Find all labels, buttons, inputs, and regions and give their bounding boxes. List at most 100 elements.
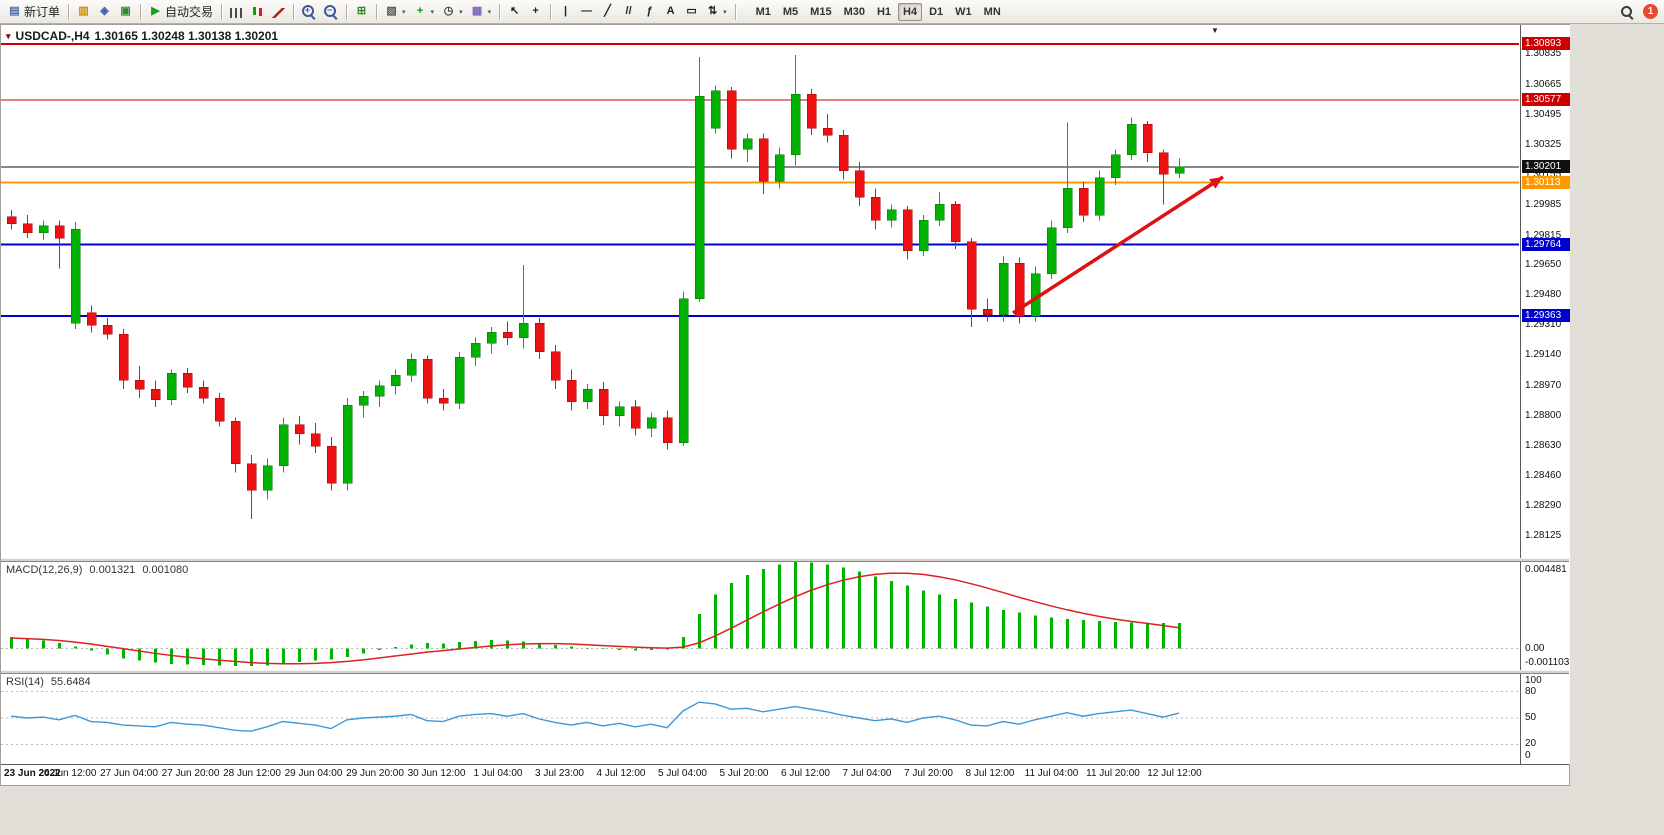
timeframe-h1-button[interactable]: H1 (872, 3, 896, 21)
tile-windows-icon: ⊞ (356, 5, 367, 17)
horizontal-line-icon: — (581, 5, 593, 17)
panel-separator[interactable] (1, 558, 1569, 562)
periods-icon: ◷ (443, 5, 454, 17)
market-watch-button[interactable]: ▥ (73, 2, 94, 22)
crosshair-icon: + (532, 5, 539, 17)
price-axis-label: 1.28800 (1525, 409, 1562, 421)
toolbar-separator (140, 3, 142, 20)
fibonacci-button[interactable]: ƒ (639, 2, 660, 22)
price-axis-label: 1.28970 (1525, 379, 1562, 391)
time-axis-label: 27 Jun 20:00 (161, 768, 220, 779)
time-axis-label: 7 Jul 20:00 (904, 768, 953, 779)
price-axis-label: 1.28460 (1525, 470, 1562, 482)
toolbar-separator (293, 3, 295, 20)
timeframe-w1-button[interactable]: W1 (950, 3, 977, 21)
terminal-button[interactable]: ▣ (115, 2, 136, 22)
price-axis-label: 1.29140 (1525, 349, 1562, 361)
new-order-button[interactable]: ▤ 新订单 (4, 2, 64, 22)
zoom-in-button[interactable]: + (298, 2, 320, 22)
terminal-icon: ▣ (120, 5, 131, 17)
time-axis-label: 5 Jul 04:00 (658, 768, 707, 779)
zoom-in-icon: + (302, 4, 316, 19)
dropdown-caret-icon: ▾ (723, 8, 727, 16)
chart-menu-icon[interactable]: ▾ (6, 30, 11, 41)
time-axis-label: 11 Jul 20:00 (1086, 768, 1140, 779)
macd-panel[interactable] (1, 562, 1519, 670)
price-level-badge: 1.30893 (1522, 37, 1570, 50)
rsi-label: RSI(14) 55.6484 (6, 676, 98, 688)
indicators-button[interactable]: + ▾ (410, 2, 439, 22)
trendline-button[interactable]: ╱ (597, 2, 618, 22)
text-label-button[interactable]: ▭ (681, 2, 702, 22)
candlestick-chart-button[interactable] (247, 2, 268, 22)
bar-chart-button[interactable] (226, 2, 247, 22)
autotrading-button[interactable]: ▶ 自动交易 (145, 2, 217, 22)
text-button[interactable]: A (660, 2, 681, 22)
time-axis-label: 29 Jun 04:00 (284, 768, 343, 779)
price-axis-label: 1.29985 (1525, 199, 1562, 211)
timeframe-mn-button[interactable]: MN (979, 3, 1006, 21)
rsi-panel[interactable] (1, 674, 1519, 762)
rsi-value: 55.6484 (50, 676, 91, 688)
price-axis[interactable]: 1.30835 1.30665 1.30495 1.30325 1.30155 1.299… (1520, 25, 1570, 764)
timeframe-m30-button[interactable]: M30 (839, 3, 870, 21)
search-icon[interactable] (1620, 5, 1634, 19)
time-axis-label: 30 Jun 12:00 (407, 768, 466, 779)
vertical-line-button[interactable]: | (555, 2, 576, 22)
price-axis-label: 1.30155 (1525, 169, 1561, 181)
arrows-button[interactable]: ⇅ ▾ (702, 2, 731, 22)
macd-name: MACD(12,26,9) (6, 564, 83, 576)
zoom-out-button[interactable]: − (320, 2, 342, 22)
cursor-button[interactable]: ↖ (504, 2, 525, 22)
macd-signal-value: 0.001080 (142, 564, 189, 576)
dropdown-caret-icon: ▾ (459, 8, 463, 16)
price-axis-label: 1.29815 (1525, 229, 1562, 241)
time-axis-label: 8 Jul 12:00 (965, 768, 1015, 779)
price-axis-label: 1.30495 (1525, 108, 1562, 120)
templates-button[interactable]: ▦ ▾ (467, 2, 496, 22)
new-order-button-label: 新订单 (24, 5, 61, 19)
text-label-icon: ▭ (686, 5, 697, 17)
time-axis-label: 29 Jun 20:00 (346, 768, 404, 779)
line-chart-button[interactable] (268, 2, 289, 22)
price-axis-label: 1.29480 (1525, 289, 1562, 301)
navigator-button[interactable]: ◈ (94, 2, 115, 22)
tile-windows-button[interactable]: ⊞ (351, 2, 372, 22)
horizontal-line-button[interactable]: — (576, 2, 597, 22)
toolbar-separator (499, 3, 501, 20)
price-panel[interactable] (1, 25, 1519, 558)
text-icon: A (666, 5, 675, 17)
cursor-icon: ↖ (509, 5, 520, 17)
channel-icon: // (625, 5, 632, 17)
time-axis[interactable]: 23 Jun 2022 24 Jun 12:00 27 Jun 04:00 27 Ju… (1, 764, 1569, 785)
crosshair-button[interactable]: + (525, 2, 546, 22)
time-axis-label: 1 Jul 04:00 (473, 768, 523, 779)
timeframe-toolbar: M1 M5 M15 M30 H1 H4 D1 W1 MN (750, 2, 1007, 21)
rsi-axis-label: 0 (1525, 750, 1531, 761)
time-axis-label: 4 Jul 12:00 (596, 768, 646, 779)
channel-button[interactable]: // (618, 2, 639, 22)
toolbar-separator (221, 3, 223, 20)
price-axis-label: 1.30665 (1525, 78, 1562, 90)
timeframe-m1-button[interactable]: M1 (751, 3, 776, 21)
timeframe-m15-button[interactable]: M15 (805, 3, 836, 21)
price-level-badge: 1.30577 (1522, 93, 1570, 107)
timeframe-h4-button[interactable]: H4 (898, 2, 923, 21)
dropdown-caret-icon: ▾ (487, 8, 492, 16)
time-axis-label: 3 Jul 23:00 (535, 768, 584, 779)
price-level-badge: 1.29363 (1522, 308, 1570, 322)
notification-badge[interactable]: 1 (1643, 4, 1658, 19)
rsi-axis-label: 80 (1525, 685, 1537, 697)
rsi-axis-label: 20 (1525, 738, 1537, 750)
panel-separator[interactable] (1, 670, 1569, 674)
timeframe-m5-button[interactable]: M5 (778, 3, 803, 21)
new-chart-button[interactable]: ▧ ▾ (381, 2, 410, 22)
toolbar-separator (550, 3, 552, 20)
macd-axis-label: 0.004481 (1525, 564, 1567, 575)
vertical-line-icon: | (564, 5, 568, 17)
timeframe-d1-button[interactable]: D1 (924, 3, 948, 21)
periods-button[interactable]: ◷ ▾ (438, 2, 467, 22)
time-axis-label: 28 Jun 12:00 (223, 768, 281, 779)
zoom-out-icon: − (324, 4, 338, 19)
chart-shift-marker[interactable]: ▼ (1211, 26, 1219, 35)
